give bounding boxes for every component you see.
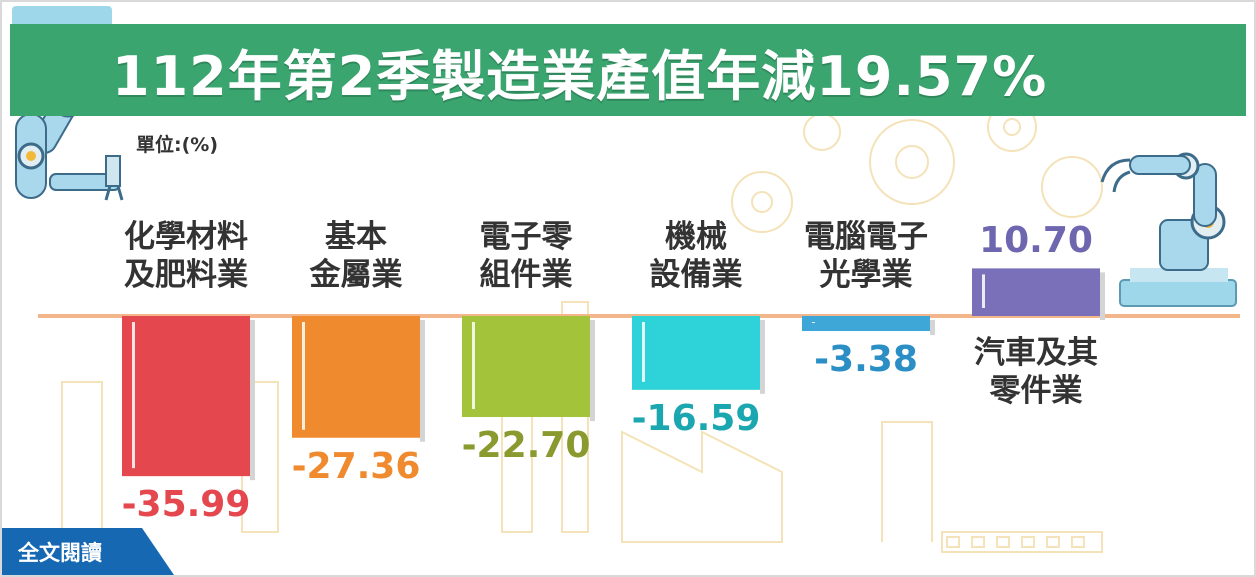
bar-highlight: [302, 322, 305, 430]
category-label: 汽車及其 零件業: [941, 334, 1131, 410]
title-banner: [10, 24, 1246, 116]
bar-highlight: [132, 322, 135, 469]
gear-icon: [869, 119, 955, 205]
category-label-line: 汽車及其: [974, 335, 1098, 371]
bar-shadow: [1100, 272, 1105, 320]
category-label-line: 設備業: [649, 257, 743, 293]
bar-1: [122, 316, 250, 477]
bar-highlight: [642, 322, 645, 382]
category-label-line: 機械: [665, 219, 727, 255]
category-label-line: 金屬業: [309, 257, 403, 293]
bar-highlight: [982, 274, 985, 308]
bar-shadow: [590, 320, 595, 422]
unit-label: 單位:(%): [136, 134, 219, 156]
bar-5: [802, 316, 930, 332]
category-label-line: 光學業: [819, 257, 913, 293]
category-label: 化學材料 及肥料業: [91, 218, 281, 294]
bar-shadow: [760, 320, 765, 394]
bar-4: [632, 316, 760, 390]
value-label: -3.38: [814, 339, 918, 381]
value-label: -22.70: [461, 425, 591, 466]
category-label-line: 組件業: [479, 257, 573, 293]
value-label: 10.70: [979, 220, 1093, 262]
bar-shadow: [250, 320, 255, 481]
category-label: 電腦電子 光學業: [771, 218, 961, 294]
value-label: -27.36: [291, 445, 421, 487]
bar-2: [292, 316, 420, 438]
bar-3: [462, 316, 590, 418]
bar-highlight: [472, 322, 475, 410]
read-full-text-button[interactable]: 全文閱讀: [2, 528, 174, 575]
bar-shadow: [420, 320, 425, 442]
value-label: -35.99: [121, 484, 251, 526]
category-label-line: 零件業: [989, 373, 1083, 409]
category-label: 基本 金屬業: [261, 218, 451, 294]
bar-6: [972, 268, 1100, 316]
page-title: 112年第2季製造業產值年減19.57%: [112, 44, 1048, 108]
category-label-line: 化學材料: [124, 219, 248, 255]
category-label: 機械 設備業: [601, 218, 791, 294]
robot-arm-icon: [1100, 152, 1237, 307]
bar-shadow: [930, 320, 935, 336]
category-label: 電子零 組件業: [431, 218, 621, 294]
value-label: -16.59: [631, 397, 761, 439]
bar-highlight: [812, 322, 815, 324]
category-label-line: 電子零: [479, 219, 573, 255]
category-label-line: 電腦電子: [804, 219, 928, 255]
category-label-line: 及肥料業: [124, 257, 248, 293]
gear-icon: [1041, 156, 1103, 218]
category-label-line: 基本: [325, 219, 387, 255]
gear-icon: [731, 171, 793, 233]
